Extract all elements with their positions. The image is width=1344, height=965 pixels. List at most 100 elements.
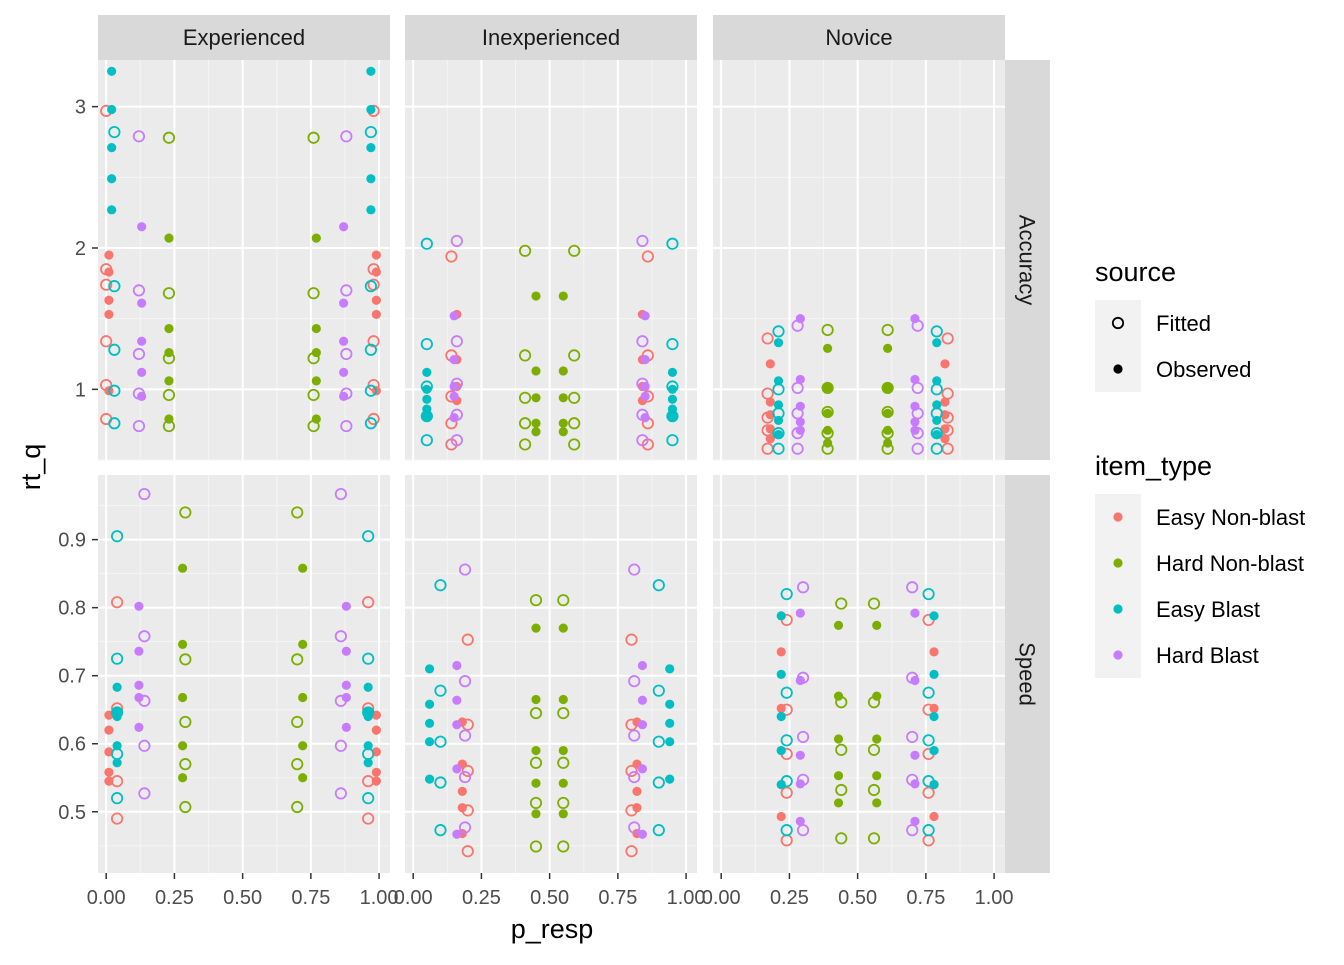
fitted-point-hard-blast xyxy=(138,487,151,501)
fitted-point-easy-blast xyxy=(922,587,935,601)
fitted-point-hard-blast xyxy=(628,729,641,742)
observed-point-easy-non-blast xyxy=(371,267,381,277)
observed-point-easy-blast xyxy=(932,376,942,386)
legend-key-hard-blast xyxy=(1113,650,1123,660)
observed-point-hard-blast xyxy=(137,298,147,308)
observed-point-easy-blast xyxy=(932,415,942,426)
fitted-point-easy-non-blast xyxy=(461,764,474,778)
observed-point-hard-blast xyxy=(910,425,920,435)
fitted-point-hard-blast xyxy=(340,130,353,143)
fitted-point-hard-non-blast xyxy=(179,800,192,814)
fitted-point-hard-blast xyxy=(628,675,641,688)
fitted-point-easy-blast xyxy=(420,337,433,351)
fitted-point-hard-blast xyxy=(450,434,463,447)
legend-label-hard-blast: Hard Blast xyxy=(1156,643,1259,668)
y-tick-label: 0.9 xyxy=(58,530,86,552)
observed-point-hard-non-blast xyxy=(833,691,844,701)
fitted-point-hard-non-blast xyxy=(568,244,581,257)
fitted-point-easy-non-blast xyxy=(362,812,375,825)
observed-point-hard-blast xyxy=(452,720,462,730)
observed-point-easy-blast xyxy=(107,104,117,115)
observed-point-easy-blast xyxy=(932,400,942,410)
fitted-point-easy-blast xyxy=(364,343,377,356)
observed-point-hard-blast xyxy=(452,829,462,839)
observed-point-easy-blast xyxy=(667,411,678,421)
observed-point-hard-non-blast xyxy=(872,734,882,744)
observed-point-hard-non-blast xyxy=(823,383,833,393)
fitted-point-hard-blast xyxy=(340,284,353,297)
fitted-point-hard-non-blast xyxy=(529,707,543,720)
fitted-point-hard-non-blast xyxy=(867,783,881,797)
observed-point-easy-non-blast xyxy=(929,703,939,713)
fitted-point-hard-non-blast xyxy=(179,758,192,771)
fitted-point-easy-non-blast xyxy=(641,250,654,263)
observed-point-easy-non-blast xyxy=(457,786,467,796)
observed-point-hard-non-blast xyxy=(531,427,541,437)
observed-point-hard-blast xyxy=(910,675,920,686)
observed-point-hard-non-blast xyxy=(164,233,174,243)
observed-point-hard-blast xyxy=(795,425,805,435)
observed-point-hard-non-blast xyxy=(531,366,541,376)
observed-point-hard-non-blast xyxy=(823,438,833,448)
fitted-point-easy-blast xyxy=(434,776,447,789)
fitted-point-easy-blast xyxy=(364,125,377,139)
panel-background xyxy=(405,475,697,873)
observed-point-hard-non-blast xyxy=(531,623,541,633)
observed-point-hard-blast xyxy=(795,750,805,760)
observed-point-hard-non-blast xyxy=(883,438,893,448)
observed-point-easy-blast xyxy=(366,104,376,115)
fitted-point-easy-blast xyxy=(772,442,785,455)
observed-point-easy-blast xyxy=(366,174,376,184)
fitted-point-easy-blast xyxy=(930,325,943,338)
observed-point-hard-blast xyxy=(637,720,648,730)
observed-point-hard-blast xyxy=(910,374,920,385)
observed-point-hard-non-blast xyxy=(558,418,568,428)
fitted-point-easy-blast xyxy=(652,824,665,837)
observed-point-easy-blast xyxy=(424,774,435,784)
facet-strips: Experienced Inexperienced Novice Accuracy Sp… xyxy=(98,15,1050,873)
fitted-point-hard-blast xyxy=(796,581,810,594)
observed-point-hard-blast xyxy=(637,695,648,705)
y-axis-title: rt_q xyxy=(16,444,46,491)
fitted-point-hard-non-blast xyxy=(821,323,834,337)
observed-point-hard-non-blast xyxy=(531,745,541,756)
observed-point-hard-blast xyxy=(452,660,462,671)
fitted-point-hard-blast xyxy=(450,335,463,348)
observed-point-easy-blast xyxy=(424,718,435,728)
observed-point-hard-non-blast xyxy=(177,639,188,650)
fitted-point-easy-blast xyxy=(434,735,447,748)
observed-point-hard-non-blast xyxy=(311,347,321,358)
panel-experienced-accuracy xyxy=(98,60,390,461)
legend-label-fitted: Fitted xyxy=(1156,311,1211,336)
observed-point-hard-non-blast xyxy=(558,745,568,756)
fitted-point-hard-blast xyxy=(458,770,472,784)
x-tick-label: 0.00 xyxy=(702,887,741,909)
observed-point-easy-non-blast xyxy=(371,776,381,786)
fitted-point-hard-non-blast xyxy=(835,832,848,845)
fitted-point-hard-blast xyxy=(138,787,151,800)
observed-point-easy-non-blast xyxy=(765,424,775,434)
observed-point-easy-blast xyxy=(773,400,784,410)
observed-point-easy-non-blast xyxy=(104,725,114,735)
observed-point-easy-non-blast xyxy=(371,309,381,320)
fitted-point-hard-non-blast xyxy=(307,131,320,144)
observed-point-easy-non-blast xyxy=(776,703,786,713)
fitted-point-easy-blast xyxy=(666,337,679,351)
fitted-point-easy-blast xyxy=(780,734,793,747)
observed-point-easy-blast xyxy=(773,338,784,348)
fitted-point-easy-blast xyxy=(666,237,679,250)
observed-point-hard-blast xyxy=(795,401,805,411)
fitted-point-hard-non-blast xyxy=(162,287,176,300)
observed-point-easy-blast xyxy=(363,682,373,692)
x-tick-label: 0.00 xyxy=(394,887,433,909)
fitted-point-easy-non-blast xyxy=(761,332,774,345)
observed-point-hard-non-blast xyxy=(298,639,308,650)
fitted-point-easy-blast xyxy=(772,325,785,338)
fitted-point-easy-non-blast xyxy=(445,250,458,263)
fitted-point-easy-blast xyxy=(652,579,665,592)
legend-key-easy-blast xyxy=(1113,604,1123,614)
fitted-point-hard-blast xyxy=(906,581,919,594)
strip-speed xyxy=(1005,475,1050,873)
observed-point-hard-non-blast xyxy=(531,694,541,705)
observed-point-hard-blast xyxy=(452,764,462,774)
